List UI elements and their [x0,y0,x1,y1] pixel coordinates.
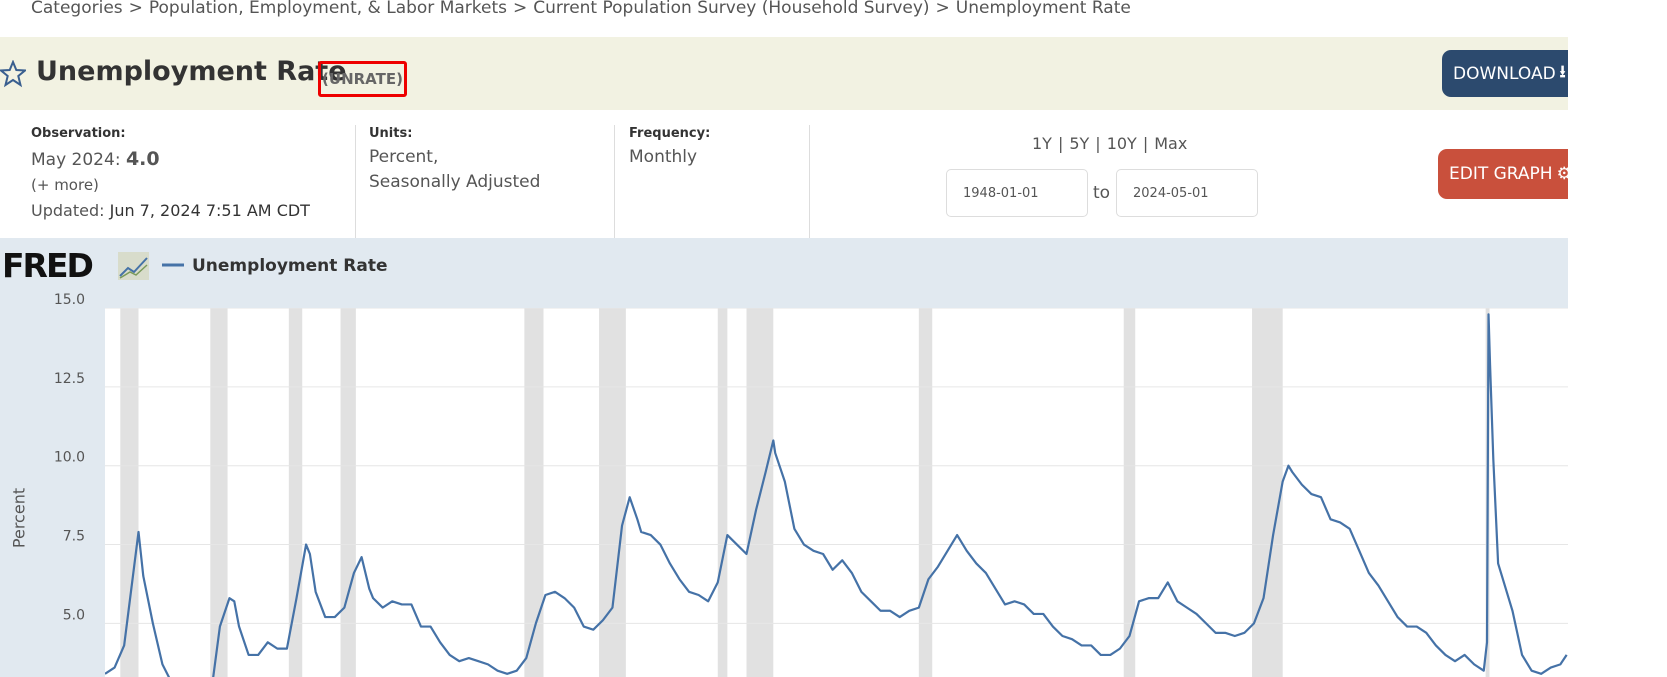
breadcrumb-separator: > [128,0,143,18]
recession-band [120,308,139,677]
breadcrumb-link[interactable]: Unemployment Rate [955,0,1131,18]
y-tick-label: 5.0 [63,607,85,623]
units-label: Units: [369,126,413,141]
recession-band [717,308,728,677]
preset-separator: | [1142,134,1149,153]
observation-date: May 2024: [31,150,121,170]
frequency-label: Frequency: [629,126,711,141]
chart: FRED Unemployment Rate Percent 5.0 7.5 10.… [0,238,1568,677]
fred-logo: FRED [2,246,92,285]
frequency-value: Monthly [629,147,698,167]
y-axis-label: Percent [10,488,29,548]
more-link[interactable]: (+ more) [31,176,99,194]
breadcrumb-separator: > [935,0,950,18]
divider [355,125,356,238]
preset-separator: | [1095,134,1101,153]
y-tick-label: 12.5 [54,371,85,387]
breadcrumb-link[interactable]: Population, Employment, & Labor Markets [148,0,507,18]
y-tick-label: 15.0 [54,292,85,308]
range-preset[interactable]: 1Y [1032,134,1052,153]
updated: Updated: Jun 7, 2024 7:51 AM CDT [31,201,310,220]
observation-line: May 2024: 4.0 [31,148,160,170]
updated-label: Updated: [31,201,105,220]
breadcrumb-link[interactable]: Categories [31,0,123,18]
range-preset[interactable]: Max [1154,134,1188,153]
recession-band [1123,308,1136,677]
plot [105,308,1568,677]
end-date-input[interactable]: 2024-05-01 [1116,169,1258,217]
download-label: DOWNLOAD [1453,63,1556,84]
title-bar [0,37,1568,110]
updated-value: Jun 7, 2024 7:51 AM CDT [109,201,310,220]
download-button[interactable]: DOWNLOAD ⭳ [1442,50,1568,97]
recession-band [340,308,356,677]
recession-band [918,308,933,677]
observation-label: Observation: [31,126,126,141]
edit-graph-label: EDIT GRAPH [1449,164,1553,184]
divider [614,125,615,238]
recession-band [524,308,544,677]
y-tick-label: 10.0 [54,450,85,466]
edit-graph-button[interactable]: EDIT GRAPH ⚙ [1438,149,1568,199]
logo-icon [118,252,149,280]
units-line: Seasonally Adjusted [369,172,541,192]
range-preset[interactable]: 5Y [1069,134,1090,153]
series-title: Unemployment Rate [36,56,347,87]
units-line: Percent, [369,147,439,167]
range-preset[interactable]: 10Y [1106,134,1137,153]
y-tick-label: 7.5 [63,529,85,545]
fred-page: Categories > Population, Employment, & Lab… [0,0,1568,677]
breadcrumb-link[interactable]: Current Population Survey (Household Sur… [533,0,930,18]
recession-band [599,308,626,677]
breadcrumb-separator: > [513,0,528,18]
gear-icon: ⚙ [1556,164,1568,184]
favorite-star[interactable] [0,60,26,88]
breadcrumb: Categories > Population, Employment, & Lab… [31,0,1131,18]
preset-separator: | [1057,134,1064,153]
plot-area [105,308,1568,677]
series-id: (UNRATE) [318,61,407,97]
legend-label: Unemployment Rate [192,256,388,276]
download-icon: ⭳ [1559,62,1566,82]
range-presets: 1Y | 5Y | 10Y | Max [1032,134,1187,153]
to-label: to [1093,183,1111,203]
recession-band [288,308,303,677]
recession-band [210,308,228,677]
observation-value: 4.0 [125,148,160,170]
recession-band [1252,308,1283,677]
series-line [105,313,1568,677]
divider [809,125,810,238]
start-date-input[interactable]: 1948-01-01 [946,169,1088,217]
